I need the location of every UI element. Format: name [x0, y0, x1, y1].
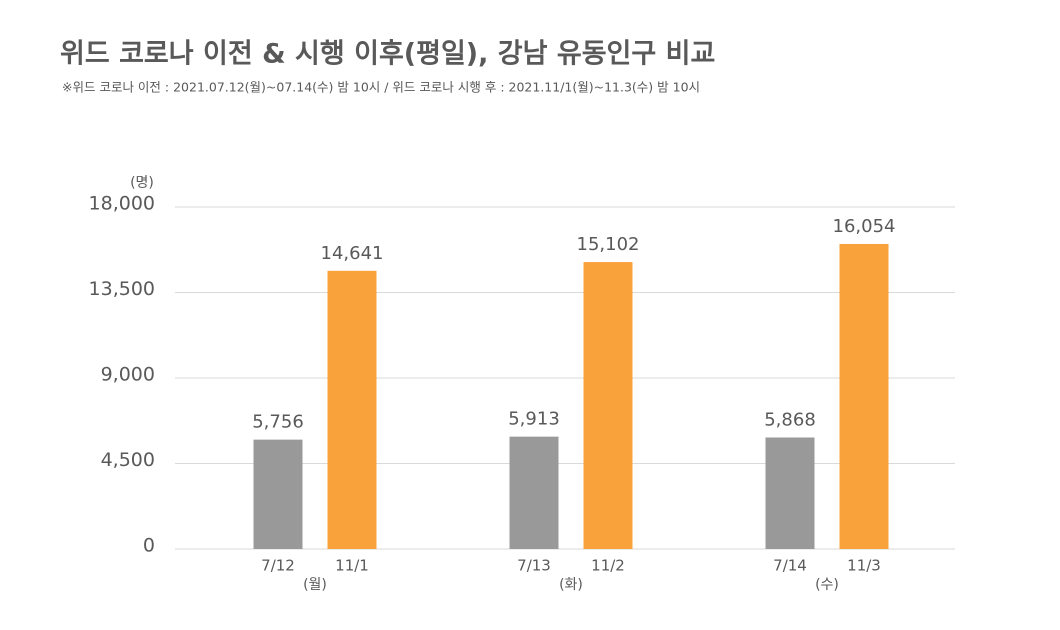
category-label: (화) — [559, 577, 583, 593]
y-tick-label: 18,000 — [89, 193, 155, 215]
value-label: 5,756 — [252, 412, 304, 433]
chart-title: 위드 코로나 이전 & 시행 이후(평일), 강남 유동인구 비교 — [60, 39, 715, 70]
bar-label: 11/1 — [335, 557, 369, 575]
bar — [253, 439, 303, 549]
y-tick-label: 9,000 — [101, 364, 155, 386]
value-label: 5,868 — [764, 410, 816, 431]
category-label: (월) — [303, 577, 327, 593]
bar-label: 7/12 — [261, 557, 295, 575]
bar-label: 11/2 — [591, 557, 625, 575]
value-label: 5,913 — [508, 409, 560, 430]
bar — [583, 262, 633, 549]
bar — [327, 270, 377, 549]
bar-label: 7/14 — [773, 557, 807, 575]
bar-label: 11/3 — [847, 557, 881, 575]
value-label: 16,054 — [833, 216, 896, 237]
bar — [839, 243, 889, 549]
y-unit: (명) — [130, 175, 154, 191]
chart-subtitle: ※위드 코로나 이전 : 2021.07.12(월)~07.14(수) 밤 10… — [62, 80, 700, 95]
y-tick-label: 13,500 — [89, 278, 155, 300]
y-tick-label: 4,500 — [101, 449, 155, 471]
category-label: (수) — [815, 577, 839, 593]
bar-label: 7/13 — [517, 557, 551, 575]
bar — [509, 436, 559, 549]
y-tick-label: 0 — [143, 535, 155, 557]
value-label: 14,641 — [321, 243, 384, 264]
bar — [765, 437, 815, 549]
value-label: 15,102 — [577, 234, 640, 255]
